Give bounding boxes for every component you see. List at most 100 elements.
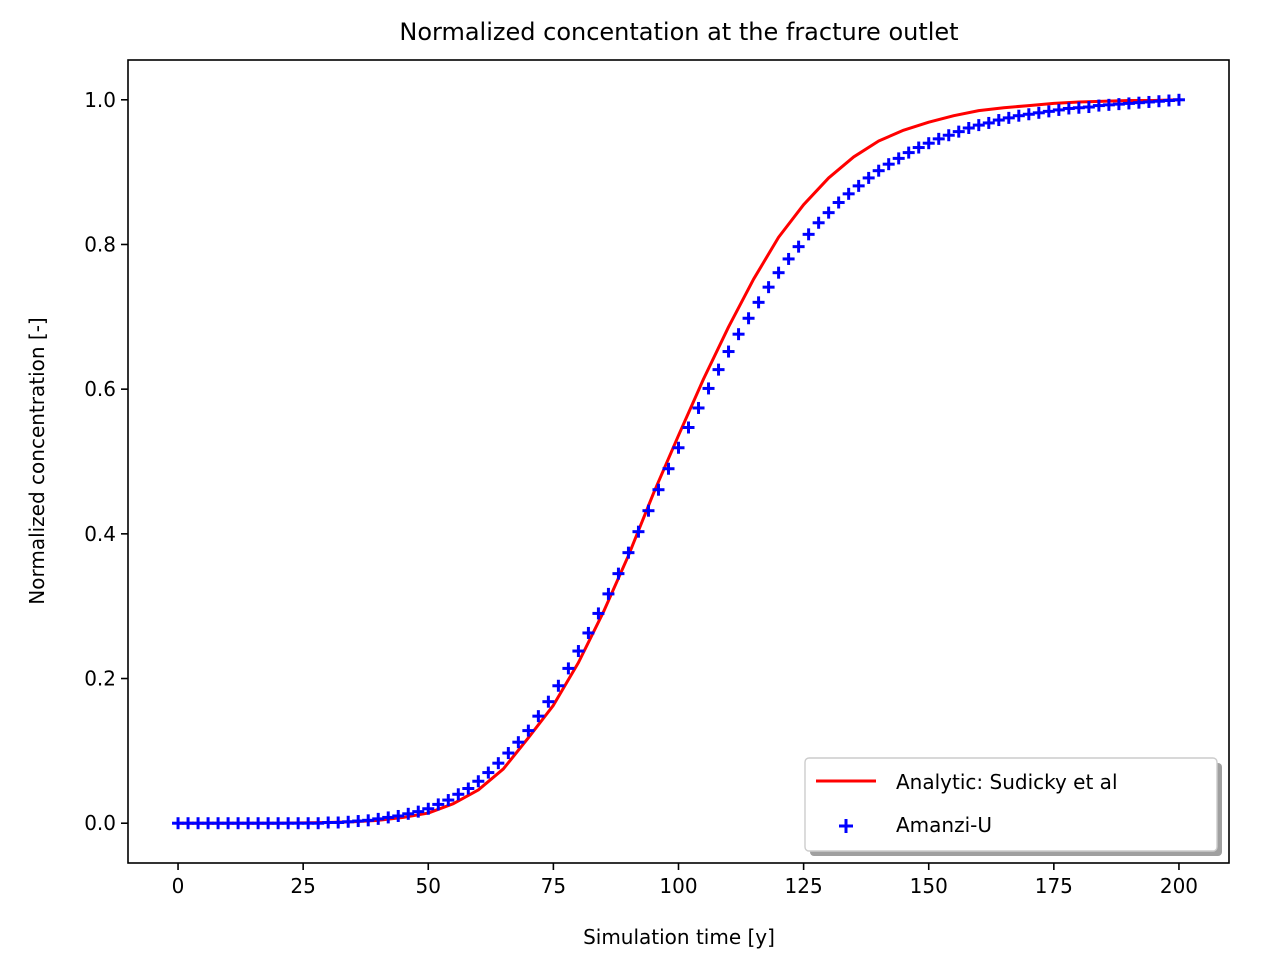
amanzi-point xyxy=(272,817,285,830)
amanzi-point xyxy=(242,817,255,830)
amanzi-point xyxy=(422,802,435,815)
amanzi-point xyxy=(862,171,875,184)
amanzi-point xyxy=(252,817,265,830)
amanzi-point xyxy=(342,815,355,828)
amanzi-point xyxy=(1122,97,1135,110)
amanzi-point xyxy=(402,807,415,820)
y-tick-label: 0.2 xyxy=(84,667,116,691)
amanzi-point xyxy=(612,567,625,580)
amanzi-point xyxy=(1022,108,1035,121)
x-tick-label: 200 xyxy=(1160,874,1198,898)
amanzi-point xyxy=(332,816,345,829)
x-tick-label: 75 xyxy=(541,874,566,898)
amanzi-point xyxy=(692,401,705,414)
amanzi-point xyxy=(1152,95,1165,108)
amanzi-point xyxy=(852,179,865,192)
amanzi-point xyxy=(1032,106,1045,119)
x-tick-label: 25 xyxy=(290,874,315,898)
amanzi-point xyxy=(842,187,855,200)
amanzi-point xyxy=(522,724,535,737)
amanzi-point xyxy=(482,766,495,779)
amanzi-point xyxy=(942,129,955,142)
amanzi-point xyxy=(1052,103,1065,116)
amanzi-point xyxy=(622,546,635,559)
amanzi-point xyxy=(1112,98,1125,111)
amanzi-point xyxy=(1092,99,1105,112)
amanzi-point xyxy=(532,710,545,723)
x-tick-label: 50 xyxy=(416,874,441,898)
amanzi-point xyxy=(552,679,565,692)
x-tick-label: 100 xyxy=(659,874,697,898)
amanzi-point xyxy=(742,312,755,325)
amanzi-point xyxy=(442,794,455,807)
amanzi-point xyxy=(952,125,965,138)
amanzi-point xyxy=(972,119,985,132)
amanzi-point xyxy=(722,345,735,358)
chart-title: Normalized concentation at the fracture … xyxy=(399,18,958,46)
amanzi-point xyxy=(412,805,425,818)
amanzi-point xyxy=(192,817,205,830)
amanzi-point xyxy=(672,441,685,454)
amanzi-point xyxy=(992,114,1005,127)
legend: Analytic: Sudicky et al Amanzi-U xyxy=(804,757,1222,856)
x-tick-label: 175 xyxy=(1035,874,1073,898)
amanzi-point xyxy=(602,587,615,600)
amanzi-point xyxy=(982,116,995,129)
y-tick-label: 0.0 xyxy=(84,811,116,835)
x-tick-label: 0 xyxy=(172,874,185,898)
amanzi-point xyxy=(202,817,215,830)
amanzi-point xyxy=(932,132,945,145)
amanzi-point xyxy=(1162,94,1175,107)
amanzi-point xyxy=(902,146,915,159)
amanzi-point xyxy=(572,645,585,658)
y-tick-label: 1.0 xyxy=(84,88,116,112)
x-axis: 0 25 50 75 100 125 150 175 200 xyxy=(172,863,1198,898)
amanzi-point xyxy=(922,137,935,150)
x-axis-label: Simulation time [y] xyxy=(583,925,775,949)
amanzi-point xyxy=(1102,98,1115,111)
amanzi-point xyxy=(222,817,235,830)
y-axis: 0.0 0.2 0.4 0.6 0.8 1.0 xyxy=(84,88,128,835)
amanzi-point xyxy=(762,281,775,294)
amanzi-point xyxy=(682,421,695,434)
amanzi-point xyxy=(1132,96,1145,109)
x-tick-label: 150 xyxy=(910,874,948,898)
amanzi-point xyxy=(232,817,245,830)
amanzi-point xyxy=(662,462,675,475)
amanzi-point xyxy=(292,817,305,830)
amanzi-point xyxy=(872,164,885,177)
amanzi-point xyxy=(712,363,725,376)
legend-swatch-amanzi xyxy=(839,819,853,833)
amanzi-point xyxy=(822,206,835,219)
amanzi-point xyxy=(302,817,315,830)
amanzi-point xyxy=(752,296,765,309)
amanzi-point xyxy=(212,817,225,830)
amanzi-point xyxy=(542,695,555,708)
legend-label-amanzi: Amanzi-U xyxy=(896,813,992,837)
amanzi-point xyxy=(1042,105,1055,118)
amanzi-point xyxy=(352,815,365,828)
amanzi-point xyxy=(492,757,505,770)
amanzi-point xyxy=(962,122,975,135)
amanzi-point xyxy=(732,328,745,341)
amanzi-point xyxy=(772,266,785,279)
amanzi-point xyxy=(502,747,515,760)
x-tick-label: 125 xyxy=(785,874,823,898)
y-tick-label: 0.4 xyxy=(84,522,116,546)
amanzi-point xyxy=(812,216,825,229)
y-axis-label: Normalized concentration [-] xyxy=(25,317,49,604)
amanzi-point xyxy=(1142,95,1155,108)
amanzi-point xyxy=(452,788,465,801)
amanzi-point xyxy=(592,607,605,620)
amanzi-point xyxy=(802,228,815,241)
amanzi-point xyxy=(582,626,595,639)
amanzi-point xyxy=(832,196,845,209)
amanzi-point xyxy=(432,798,445,811)
amanzi-point xyxy=(1012,109,1025,122)
amanzi-point xyxy=(262,817,275,830)
amanzi-point xyxy=(382,811,395,824)
legend-label-analytic: Analytic: Sudicky et al xyxy=(896,770,1118,794)
amanzi-point xyxy=(312,817,325,830)
amanzi-point xyxy=(792,240,805,253)
amanzi-point xyxy=(392,809,405,822)
